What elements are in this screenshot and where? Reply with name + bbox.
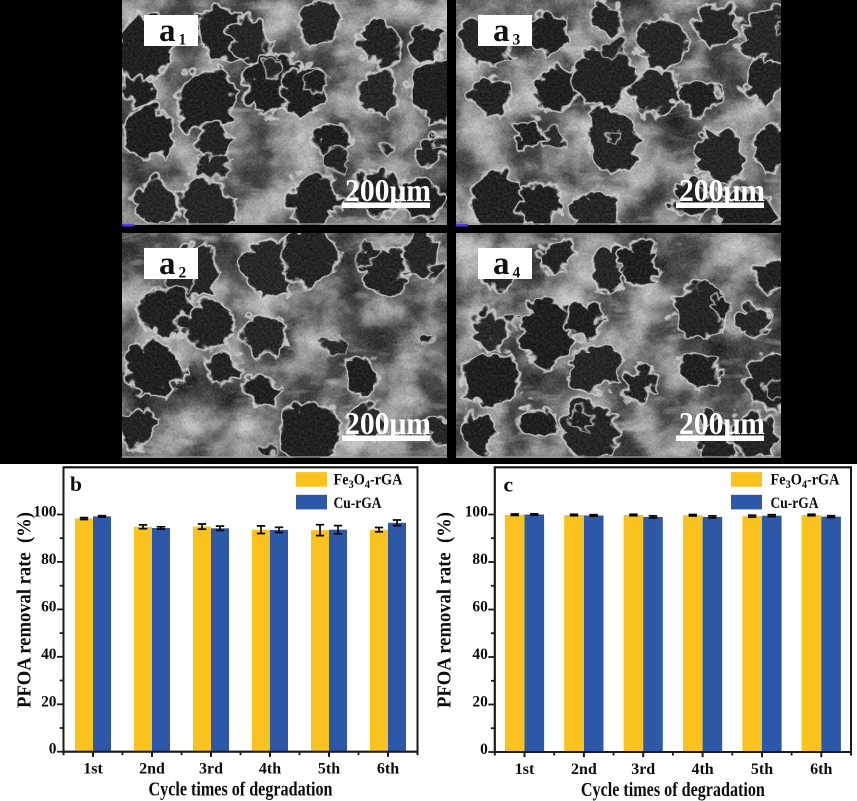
svg-text:100: 100 xyxy=(465,504,488,521)
svg-text:PFOA removal rate (%): PFOA removal rate (%) xyxy=(434,512,456,708)
svg-text:a: a xyxy=(159,246,176,282)
svg-text:3: 3 xyxy=(513,32,521,49)
svg-text:Cycle times of degradation: Cycle times of degradation xyxy=(581,779,765,801)
svg-text:4: 4 xyxy=(513,265,521,282)
svg-text:Cu-rGA: Cu-rGA xyxy=(334,495,382,512)
svg-text:1st: 1st xyxy=(83,761,103,778)
svg-text:Fe3O4-rGA: Fe3O4-rGA xyxy=(334,472,403,492)
svg-text:Fe3O4-rGA: Fe3O4-rGA xyxy=(771,472,840,492)
svg-text:60: 60 xyxy=(41,598,57,615)
svg-text:20: 20 xyxy=(472,694,488,711)
svg-text:4th: 4th xyxy=(691,761,713,778)
svg-text:40: 40 xyxy=(41,646,57,663)
svg-text:6th: 6th xyxy=(377,761,399,778)
svg-text:a: a xyxy=(493,13,510,49)
svg-text:0: 0 xyxy=(480,741,488,758)
svg-text:200μm: 200μm xyxy=(345,172,431,208)
svg-text:Cu-rGA: Cu-rGA xyxy=(771,495,819,512)
svg-text:200μm: 200μm xyxy=(679,405,765,441)
svg-text:200μm: 200μm xyxy=(345,405,431,441)
svg-text:3rd: 3rd xyxy=(631,761,655,778)
svg-text:1: 1 xyxy=(179,32,187,49)
svg-text:2nd: 2nd xyxy=(571,761,597,778)
svg-text:b: b xyxy=(70,472,82,496)
svg-text:5th: 5th xyxy=(318,761,340,778)
svg-text:4th: 4th xyxy=(259,761,281,778)
svg-text:3rd: 3rd xyxy=(199,761,223,778)
svg-text:40: 40 xyxy=(472,646,488,663)
svg-text:Cycle times of degradation: Cycle times of degradation xyxy=(149,779,333,801)
svg-text:a: a xyxy=(493,246,510,282)
svg-text:200μm: 200μm xyxy=(679,172,765,208)
svg-text:6th: 6th xyxy=(810,761,832,778)
svg-text:2nd: 2nd xyxy=(139,761,165,778)
svg-text:2: 2 xyxy=(179,265,187,282)
svg-text:80: 80 xyxy=(41,551,57,568)
svg-text:100: 100 xyxy=(33,504,56,521)
svg-text:80: 80 xyxy=(472,551,488,568)
svg-text:PFOA removal rate (%): PFOA removal rate (%) xyxy=(14,512,36,708)
svg-text:c: c xyxy=(504,472,514,496)
svg-text:1st: 1st xyxy=(515,761,535,778)
svg-text:0: 0 xyxy=(49,741,57,758)
svg-text:5th: 5th xyxy=(751,761,773,778)
svg-text:20: 20 xyxy=(41,693,57,710)
svg-text:60: 60 xyxy=(472,599,488,616)
svg-text:a: a xyxy=(159,13,176,49)
